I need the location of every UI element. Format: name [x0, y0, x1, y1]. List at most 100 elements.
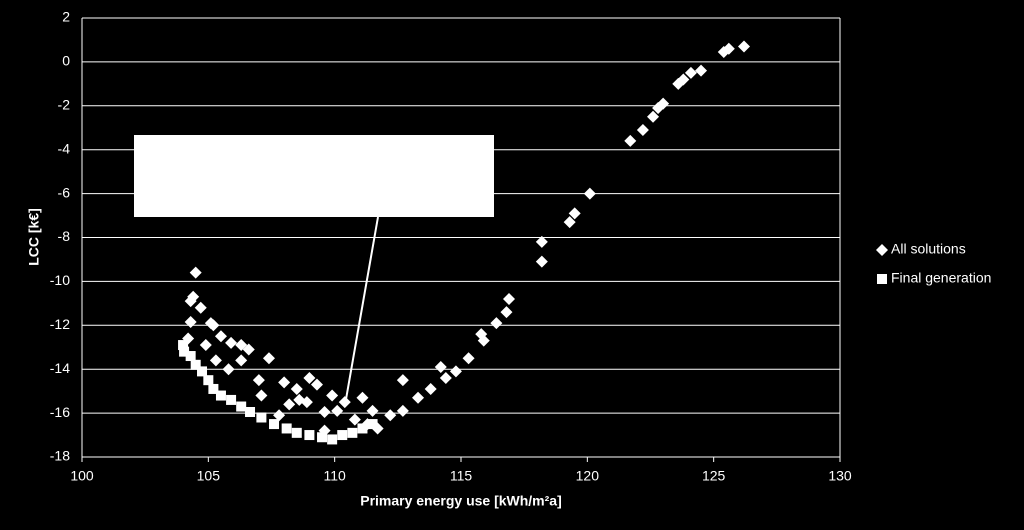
marker [652, 101, 665, 114]
marker [189, 266, 202, 279]
marker [252, 374, 265, 387]
marker [327, 434, 338, 445]
marker [178, 340, 189, 351]
marker [439, 371, 452, 384]
marker [203, 375, 214, 386]
legend-label: Final generation [891, 270, 991, 286]
marker [310, 378, 323, 391]
y-axis-title: LCC [k€] [26, 208, 42, 266]
y-tick-label: -14 [50, 360, 70, 376]
marker [269, 419, 280, 430]
marker [235, 339, 248, 352]
marker [356, 391, 369, 404]
marker [462, 352, 475, 365]
marker [672, 77, 685, 90]
marker [563, 216, 576, 229]
marker [396, 374, 409, 387]
marker [331, 404, 344, 417]
marker [226, 394, 237, 405]
plot: -18 -16 -14 -12 -10 -8 -6 -4 -2 0 2 100 105 110 115 120… [50, 9, 992, 484]
y-tick-label: -12 [50, 316, 70, 332]
legend-label: All solutions [891, 241, 966, 257]
marker [185, 351, 196, 362]
marker [184, 316, 197, 329]
x-tick-label: 100 [70, 468, 94, 484]
y-tick-label: -10 [50, 272, 70, 288]
marker [535, 235, 548, 248]
callout-box [134, 135, 494, 217]
x-tick-label: 115 [450, 468, 473, 484]
marker [179, 346, 190, 357]
marker [568, 207, 581, 220]
legend-marker [877, 274, 887, 284]
marker [194, 301, 207, 314]
marker [717, 46, 730, 59]
legend-marker [876, 244, 888, 256]
marker [262, 352, 275, 365]
y-tick-label: -16 [50, 404, 70, 420]
marker [424, 382, 437, 395]
marker [434, 361, 447, 374]
marker [366, 404, 379, 417]
marker [357, 423, 368, 434]
marker [317, 432, 328, 443]
marker [490, 317, 503, 330]
marker [503, 292, 516, 305]
marker [190, 359, 201, 370]
y-tick-label: -2 [58, 97, 71, 113]
marker [647, 110, 660, 123]
x-tick-label: 125 [702, 468, 726, 484]
marker [215, 390, 226, 401]
marker [337, 430, 348, 441]
marker [326, 389, 339, 402]
callout-line [344, 216, 379, 406]
marker [256, 412, 267, 423]
y-tick-label: -8 [58, 228, 71, 244]
marker [291, 427, 302, 438]
marker [222, 363, 235, 376]
marker [281, 423, 292, 434]
marker [236, 401, 247, 412]
marker [396, 404, 409, 417]
marker [208, 383, 219, 394]
marker [500, 306, 513, 319]
x-axis-title: Primary energy use [kWh/m²a] [360, 493, 562, 509]
x-tick-label: 105 [197, 468, 221, 484]
marker [737, 40, 750, 53]
marker [384, 409, 397, 422]
marker [225, 336, 238, 349]
marker [583, 187, 596, 200]
marker [290, 382, 303, 395]
marker [184, 295, 197, 308]
marker [197, 366, 208, 377]
marker [636, 123, 649, 136]
marker [449, 365, 462, 378]
y-tick-label: -4 [58, 140, 71, 156]
x-tick-label: 130 [828, 468, 852, 484]
marker [475, 328, 488, 341]
marker [304, 430, 315, 441]
marker [204, 317, 217, 330]
marker [412, 391, 425, 404]
marker [293, 393, 306, 406]
marker [367, 419, 378, 430]
marker [684, 66, 697, 79]
marker [199, 339, 212, 352]
marker [273, 409, 286, 422]
marker [209, 354, 222, 367]
marker [348, 413, 361, 426]
y-tick-label: 0 [62, 53, 70, 69]
x-tick-label: 110 [324, 468, 347, 484]
marker [624, 134, 637, 147]
marker [245, 407, 256, 418]
marker [235, 354, 248, 367]
marker [255, 389, 268, 402]
marker [278, 376, 291, 389]
marker [214, 330, 227, 343]
marker [347, 427, 358, 438]
y-tick-label: -18 [50, 448, 70, 464]
marker [283, 398, 296, 411]
y-tick-label: 2 [62, 9, 70, 25]
